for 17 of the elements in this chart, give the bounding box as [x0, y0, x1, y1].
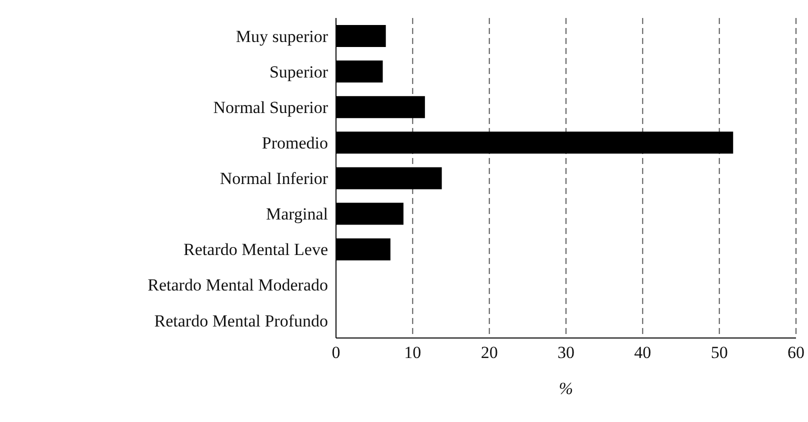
x-axis-title: % [558, 379, 574, 398]
y-tick-label: Marginal [266, 204, 328, 224]
y-tick-label: Retardo Mental Profundo [154, 311, 328, 330]
y-tick-label: Muy superior [236, 26, 328, 46]
y-tick-label: Normal Inferior [220, 169, 328, 188]
x-tick-label: 0 [332, 343, 340, 362]
y-tick-label: Promedio [262, 133, 328, 152]
x-tick-label: 20 [480, 343, 498, 362]
y-tick-label: Retardo Mental Leve [184, 240, 328, 260]
x-tick-label: 10 [404, 343, 422, 362]
y-tick-label: Retardo Mental Moderado [148, 276, 328, 295]
x-tick-label: 60 [788, 343, 804, 362]
x-tick-label: 50 [710, 343, 728, 362]
x-tick-label: 40 [634, 343, 652, 362]
y-tick-label: Normal Superior [213, 98, 328, 117]
x-tick-label: 30 [558, 343, 574, 362]
y-tick-label: Superior [269, 62, 328, 82]
